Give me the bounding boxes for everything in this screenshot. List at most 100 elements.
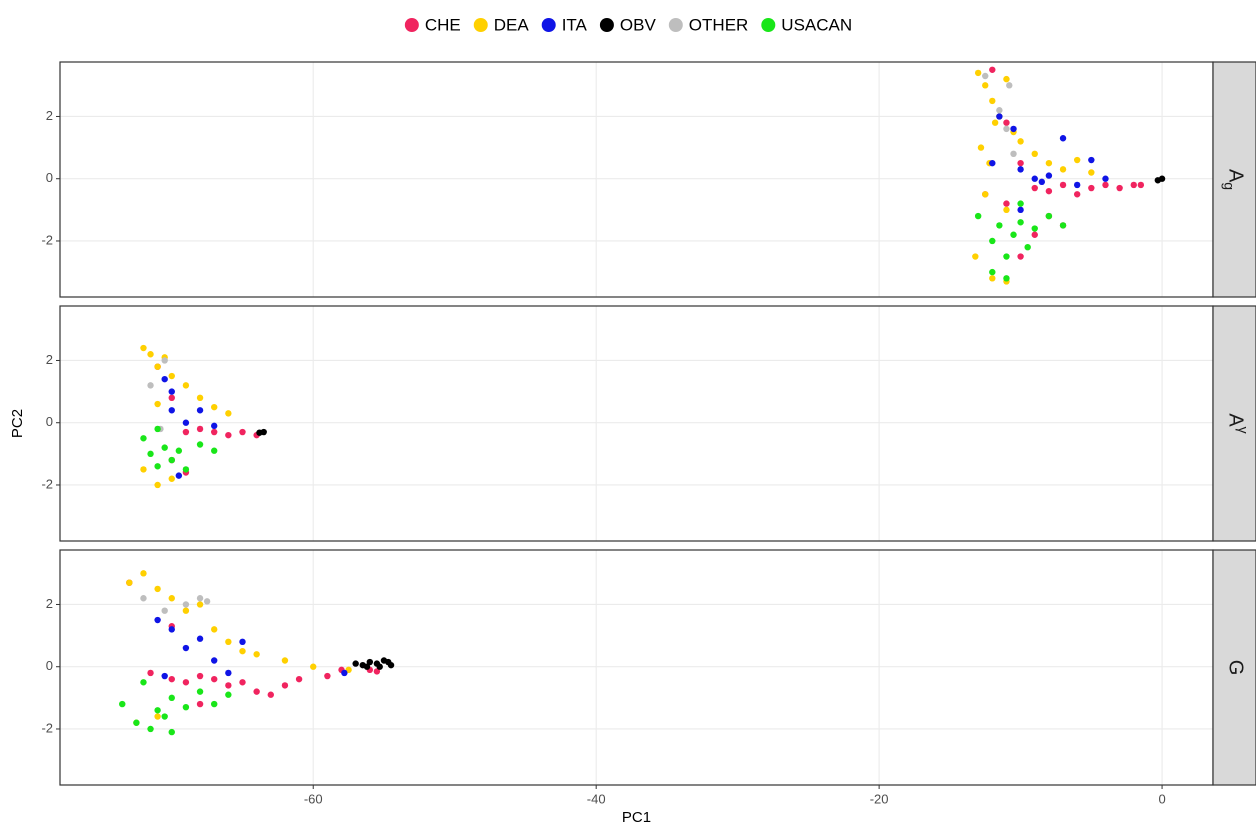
point xyxy=(982,191,989,198)
point xyxy=(119,700,126,708)
point xyxy=(140,435,147,442)
point xyxy=(140,595,147,602)
point xyxy=(1010,231,1017,238)
point xyxy=(989,237,996,245)
point xyxy=(154,363,161,370)
point xyxy=(972,253,979,260)
point xyxy=(211,447,218,454)
point xyxy=(1059,135,1067,142)
point xyxy=(974,69,982,77)
point xyxy=(1045,172,1053,179)
point xyxy=(1017,138,1024,145)
point xyxy=(295,675,303,683)
point xyxy=(267,691,274,698)
point xyxy=(211,675,218,683)
point xyxy=(1059,166,1067,173)
legend-label: USACAN xyxy=(781,15,852,34)
legend-label: OTHER xyxy=(689,15,749,34)
point xyxy=(154,616,161,624)
point xyxy=(373,668,381,675)
legend-swatch xyxy=(473,18,488,32)
point xyxy=(1003,206,1010,214)
y-tick-label: 2 xyxy=(46,596,53,611)
point xyxy=(1116,184,1123,192)
x-tick-label: -60 xyxy=(304,791,323,806)
point xyxy=(168,728,175,736)
point xyxy=(253,688,260,695)
point xyxy=(154,707,161,714)
point xyxy=(168,595,175,602)
y-tick-label: 0 xyxy=(46,414,53,429)
point xyxy=(133,719,140,726)
facet-strip xyxy=(1212,549,1256,786)
y-tick-label: 0 xyxy=(46,658,53,673)
x-tick-label: 0 xyxy=(1158,791,1165,806)
point xyxy=(239,647,246,655)
point xyxy=(196,672,204,680)
facet-label-sup: γ xyxy=(1236,427,1252,434)
legend-swatch xyxy=(668,18,683,32)
point xyxy=(324,672,331,680)
legend-label: DEA xyxy=(494,15,530,34)
point xyxy=(196,595,204,602)
point xyxy=(161,444,168,451)
point xyxy=(196,441,204,448)
facet-label-main: G xyxy=(1224,660,1246,676)
point xyxy=(1088,169,1095,176)
facet-label: Aγ xyxy=(1224,413,1252,433)
point xyxy=(1003,75,1010,83)
point xyxy=(1088,184,1095,192)
point xyxy=(1102,181,1109,189)
point xyxy=(1073,156,1081,164)
point xyxy=(376,663,383,670)
point xyxy=(1017,200,1024,207)
point xyxy=(161,357,168,364)
point xyxy=(182,428,190,436)
point xyxy=(1073,181,1081,189)
point xyxy=(175,472,183,479)
y-tick-label: 0 xyxy=(46,170,53,185)
point xyxy=(989,66,996,73)
point xyxy=(211,422,218,430)
point xyxy=(1045,159,1053,167)
point xyxy=(225,431,232,439)
point xyxy=(1017,159,1024,167)
point xyxy=(203,598,211,605)
point xyxy=(168,675,175,683)
point xyxy=(1045,187,1053,195)
point xyxy=(352,660,359,667)
facet-strip xyxy=(1212,61,1256,298)
point xyxy=(253,651,260,658)
point xyxy=(211,657,218,664)
point xyxy=(1006,82,1013,89)
point xyxy=(126,579,133,586)
point xyxy=(168,372,175,380)
point xyxy=(363,663,371,670)
point xyxy=(1003,125,1010,133)
point xyxy=(1137,181,1145,189)
point xyxy=(154,585,161,593)
point xyxy=(1059,222,1067,229)
point xyxy=(996,222,1003,229)
point xyxy=(211,428,218,436)
point xyxy=(239,679,246,686)
point xyxy=(161,375,168,383)
x-tick-label: -40 xyxy=(587,791,606,806)
point xyxy=(211,626,218,633)
point xyxy=(1154,177,1162,184)
point xyxy=(239,428,246,436)
y-tick-label: 2 xyxy=(46,108,53,123)
point xyxy=(147,351,154,358)
legend-swatch xyxy=(599,18,614,32)
facet-label: Ag xyxy=(1222,169,1246,190)
legend-swatch xyxy=(761,18,776,32)
point xyxy=(147,450,154,458)
point xyxy=(1003,275,1010,282)
point xyxy=(1031,231,1038,238)
point xyxy=(225,691,232,698)
point xyxy=(161,607,168,614)
y-axis-label: PC2 xyxy=(9,409,26,438)
point xyxy=(341,669,348,677)
point xyxy=(211,403,218,411)
point xyxy=(974,212,982,220)
